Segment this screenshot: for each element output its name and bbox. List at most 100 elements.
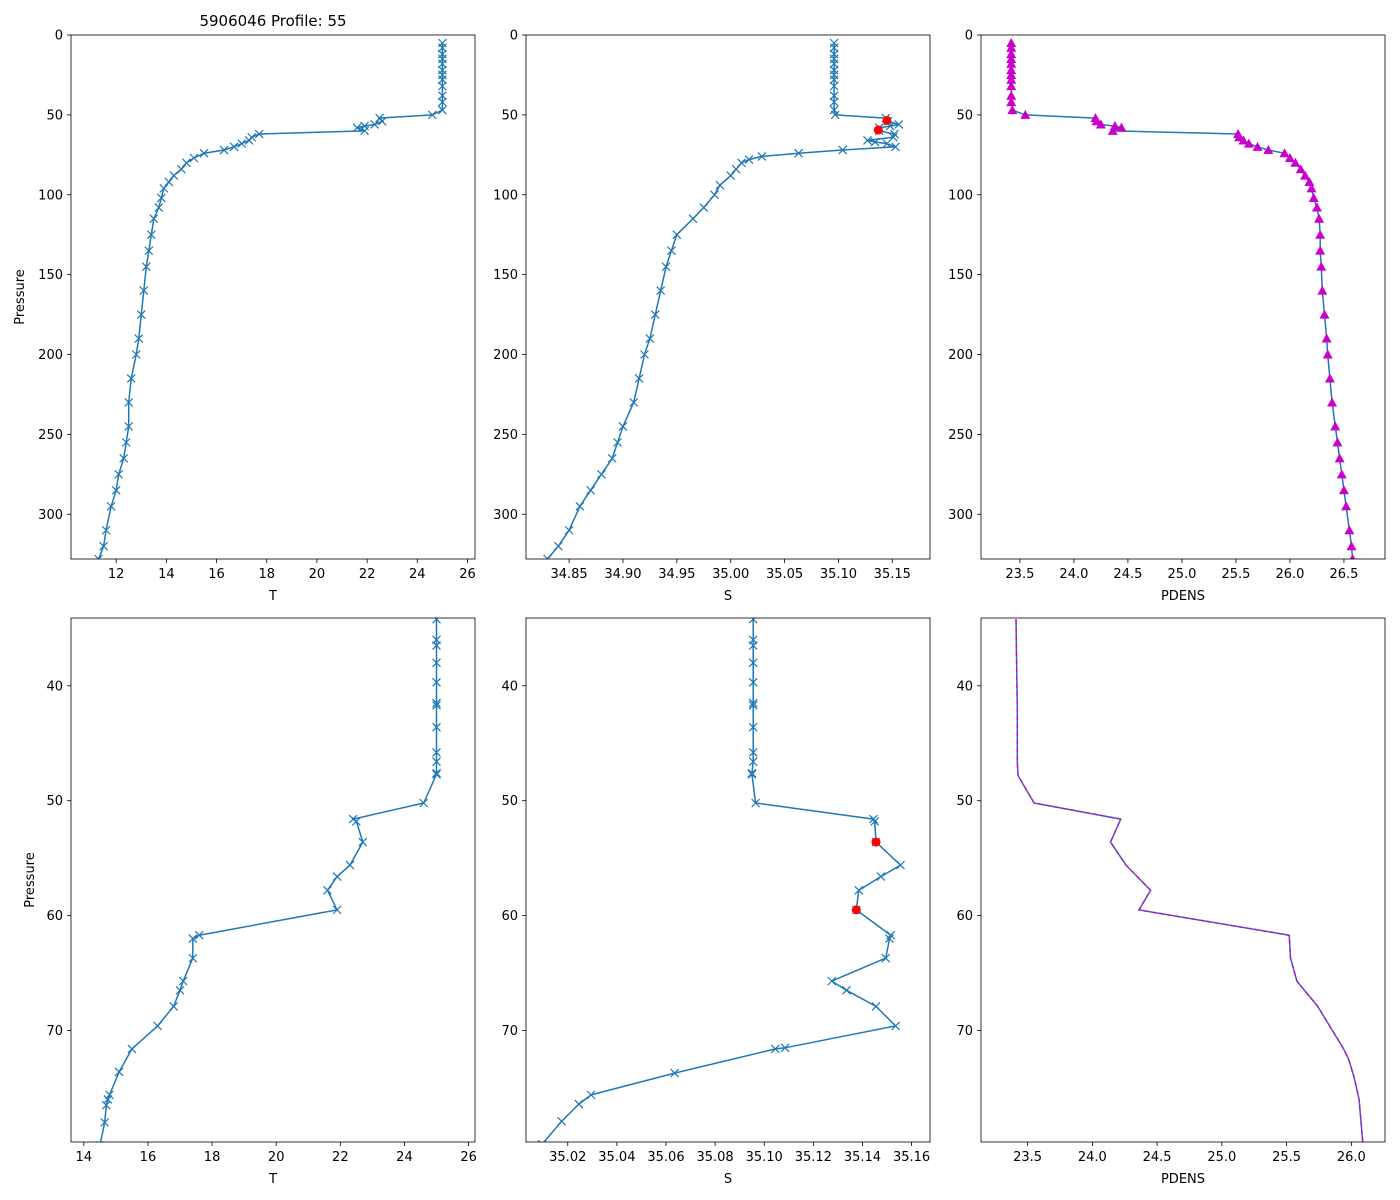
x-tick-label: 16 <box>208 567 225 582</box>
y-tick-label: 60 <box>46 909 63 924</box>
x-tick-label: 24.0 <box>1059 567 1088 582</box>
data-layer <box>537 618 905 1142</box>
y-tick-label: 0 <box>965 29 973 44</box>
data-point-x-marker <box>710 190 719 200</box>
data-point-x-marker <box>332 872 342 881</box>
x-tick-label: 16 <box>140 1150 157 1165</box>
data-point-x-marker <box>437 105 447 115</box>
y-tick-label: 50 <box>46 108 63 123</box>
data-point-x-marker <box>744 155 754 165</box>
axes-frame <box>70 617 476 1143</box>
data-point-x-marker <box>838 145 848 155</box>
data-point-triangle-marker <box>1006 90 1017 100</box>
x-tick-label: 24.5 <box>1113 567 1142 582</box>
x-tick-label: 26.0 <box>1337 1150 1366 1165</box>
data-point-x-marker <box>842 985 851 995</box>
data-point-x-marker <box>124 398 134 407</box>
data-point-x-marker <box>672 230 682 240</box>
data-point-x-marker <box>575 501 585 511</box>
y-axis-label: Pressure <box>23 852 38 908</box>
data-point-x-marker <box>101 1100 111 1110</box>
data-point-x-marker <box>358 837 368 847</box>
data-point-x-marker <box>748 641 758 651</box>
data-point-x-marker <box>881 953 891 963</box>
data-point-x-marker <box>645 334 655 343</box>
x-tick-label: 25.0 <box>1207 1150 1236 1165</box>
data-point-triangle-marker <box>1346 541 1357 551</box>
data-point-x-marker <box>169 1001 179 1011</box>
data-point-x-marker <box>437 81 447 91</box>
data-point-x-marker <box>748 748 758 757</box>
data-point-x-marker <box>131 350 141 359</box>
data-point-x-marker <box>618 421 628 431</box>
data-point-x-marker <box>437 91 447 101</box>
data-point-triangle-marker <box>1006 49 1017 59</box>
data-point-x-marker <box>432 722 441 732</box>
data-point-x-marker <box>105 1090 114 1100</box>
data-point-x-marker <box>103 1095 113 1104</box>
data-point-x-marker <box>670 1068 680 1078</box>
data-point-x-marker <box>114 469 124 479</box>
data-point-x-marker <box>890 129 899 139</box>
data-point-x-marker <box>99 541 109 551</box>
data-point-x-marker <box>688 214 698 224</box>
data-point-x-marker <box>726 171 736 181</box>
data-point-triangle-marker <box>1338 485 1349 495</box>
x-tick-label: 35.02 <box>549 1150 586 1165</box>
x-tick-label: 20 <box>309 567 326 582</box>
data-point-x-marker <box>254 129 264 139</box>
data-point-x-marker <box>731 164 741 174</box>
x-tick-label: 34.85 <box>550 567 587 582</box>
data-point-x-marker <box>896 860 905 870</box>
data-point-x-marker <box>607 453 617 463</box>
data-point-x-marker <box>650 310 660 319</box>
data-point-triangle-marker <box>1006 58 1017 68</box>
data-point-x-marker <box>553 541 563 551</box>
data-point-x-marker <box>829 43 839 53</box>
flagged-point <box>882 115 892 125</box>
data-point-x-marker <box>432 769 441 779</box>
data-point-x-marker <box>377 116 387 126</box>
y-tick-label: 200 <box>38 348 63 363</box>
y-tick-label: 100 <box>38 188 63 203</box>
data-point-x-marker <box>656 286 666 296</box>
series-line-t <box>99 619 438 1142</box>
data-point-x-marker <box>751 798 761 808</box>
y-tick-label: 60 <box>501 909 518 924</box>
data-point-x-marker <box>432 698 441 708</box>
y-tick-label: 50 <box>501 108 518 123</box>
data-point-x-marker <box>891 142 900 152</box>
data-point-x-marker <box>748 677 758 687</box>
axes-frame <box>980 617 1386 1143</box>
data-point-x-marker <box>640 350 649 359</box>
data-point-x-marker <box>747 769 757 779</box>
data-point-x-marker <box>432 618 441 624</box>
data-point-triangle-marker <box>1243 138 1254 148</box>
data-point-x-marker <box>882 139 892 149</box>
data-point-x-marker <box>748 757 758 767</box>
data-point-x-marker <box>830 110 840 120</box>
plots-container: 12 14 16 18 20 22 24 26050100150200250300TPress… <box>13 29 1386 1187</box>
axes-frame <box>525 617 931 1143</box>
data-point-x-marker <box>139 286 149 296</box>
data-point-x-marker <box>360 126 370 136</box>
axes-frame <box>525 34 931 560</box>
data-point-x-marker <box>100 1118 110 1127</box>
x-axis-label: S <box>724 1172 732 1187</box>
data-point-x-marker <box>661 262 671 272</box>
data-layer <box>1015 619 1364 1142</box>
data-point-triangle-marker <box>1006 42 1017 52</box>
data-point-x-marker <box>144 246 154 256</box>
data-point-triangle-marker <box>1279 148 1290 158</box>
y-tick-label: 100 <box>493 188 518 203</box>
data-point-x-marker <box>586 485 596 495</box>
x-tick-label: 25.5 <box>1272 1150 1301 1165</box>
data-point-x-marker <box>747 768 757 778</box>
data-point-x-marker <box>175 985 185 995</box>
data-point-triangle-marker <box>1107 125 1118 135</box>
data-point-triangle-marker <box>1116 122 1127 132</box>
x-axis-label: S <box>724 589 732 604</box>
data-point-triangle-marker <box>1349 554 1356 559</box>
data-point-triangle-marker <box>1321 333 1332 343</box>
subplot-bottom-s: 35.02 35.04 35.06 35.08 35.10 35.12 35.14 35.16… <box>501 617 931 1187</box>
